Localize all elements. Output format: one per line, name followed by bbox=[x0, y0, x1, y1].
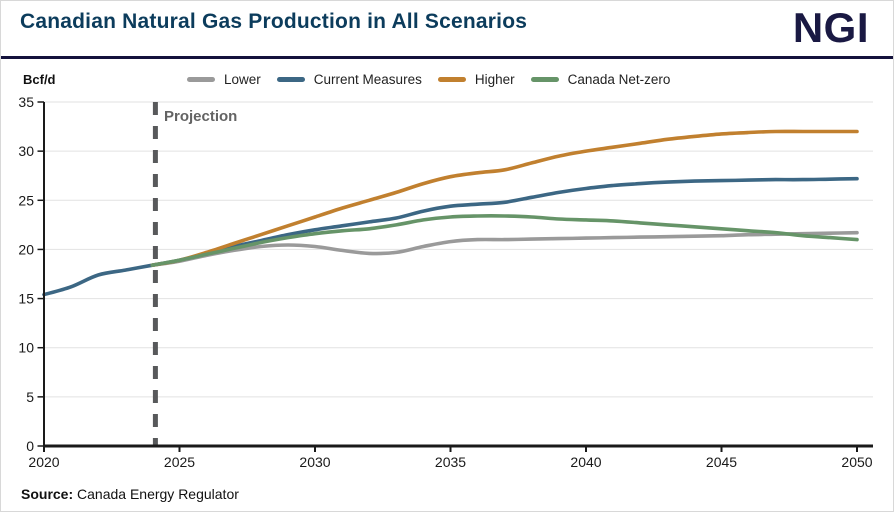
legend-swatch-higher bbox=[437, 76, 466, 82]
legend-label-lower: Lower bbox=[224, 71, 261, 87]
y-axis-unit-label: Bcf/d bbox=[23, 72, 56, 87]
source-text: Canada Energy Regulator bbox=[77, 486, 239, 502]
y-tick-label: 20 bbox=[18, 241, 34, 257]
x-tick-label: 2030 bbox=[299, 454, 330, 470]
legend-swatch-lower bbox=[187, 76, 215, 82]
projection-label: Projection bbox=[164, 108, 238, 125]
series-line-higher bbox=[150, 129, 859, 267]
legend-label-current-measures: Current Measures bbox=[313, 71, 422, 87]
legend-label-higher: Higher bbox=[474, 71, 515, 87]
ngi-logo: NGI bbox=[792, 4, 869, 51]
source-note: Source: Canada Energy Regulator bbox=[21, 486, 239, 502]
page-title: Canadian Natural Gas Production in All S… bbox=[20, 10, 528, 33]
x-tick-label: 2040 bbox=[570, 454, 601, 470]
header-divider bbox=[1, 56, 893, 59]
legend-label-canada-net-zero: Canada Net-zero bbox=[567, 71, 671, 87]
x-tick-label: 2025 bbox=[164, 454, 195, 470]
legend-item-higher: Higher bbox=[437, 71, 515, 87]
source-label: Source: bbox=[21, 486, 74, 502]
series-line-lower bbox=[150, 230, 859, 267]
chart-legend: Lower Current Measures Higher Canada Net-ze… bbox=[187, 70, 670, 88]
legend-item-lower: Lower bbox=[187, 72, 261, 87]
series-line-canada-net-zero bbox=[150, 214, 859, 267]
x-tick-label: 2020 bbox=[28, 454, 59, 470]
y-tick-label: 10 bbox=[18, 340, 34, 356]
y-tick-label: 15 bbox=[18, 291, 34, 307]
legend-swatch-canada-net-zero bbox=[530, 76, 559, 82]
legend-swatch-current-measures bbox=[276, 76, 305, 82]
x-tick-label: 2050 bbox=[841, 454, 872, 470]
x-tick-label: 2035 bbox=[435, 454, 466, 470]
y-tick-label: 5 bbox=[26, 389, 34, 405]
y-tick-label: 35 bbox=[18, 94, 34, 110]
y-tick-label: 30 bbox=[18, 143, 34, 159]
y-tick-label: 0 bbox=[26, 438, 34, 454]
x-tick-label: 2045 bbox=[706, 454, 737, 470]
y-tick-label: 25 bbox=[18, 192, 34, 208]
legend-item-canada-net-zero: Canada Net-zero bbox=[530, 71, 671, 87]
legend-item-current-measures: Current Measures bbox=[276, 71, 422, 87]
